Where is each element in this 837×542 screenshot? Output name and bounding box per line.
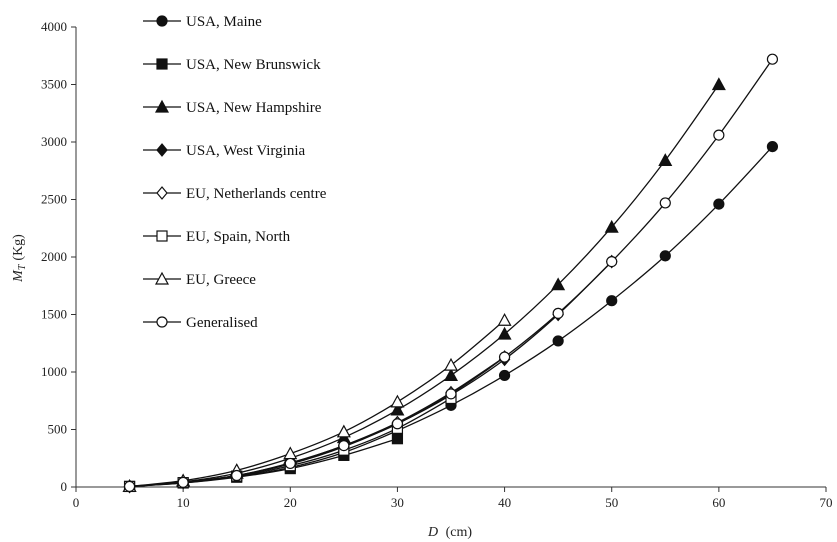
data-point (552, 335, 564, 347)
y-tick-label: 4000 (41, 19, 67, 34)
legend-marker (156, 186, 168, 200)
legend-item: USA, New Brunswick (143, 57, 321, 73)
data-point (123, 480, 136, 493)
legend-marker (156, 316, 168, 328)
legend: USA, Maine USA, New Brunswick USA, New Ham… (143, 14, 327, 331)
data-point (606, 256, 618, 268)
axes: 0 500 1000 1500 2000 2500 3000 3500 4000 0 10 20 30 4… (41, 19, 833, 510)
data-point (284, 457, 296, 470)
series-line (129, 261, 613, 488)
legend-item: EU, Greece (143, 271, 256, 288)
series-4 (123, 254, 618, 494)
legend-label: USA, New Hampshire (186, 100, 322, 116)
data-point (551, 277, 566, 291)
y-tick-label: 3000 (41, 134, 67, 149)
data-point (498, 351, 511, 363)
legend-marker (154, 271, 170, 285)
data-point (336, 424, 351, 438)
data-point (604, 219, 619, 233)
data-point (443, 368, 459, 382)
data-point (498, 369, 511, 382)
data-point (658, 153, 673, 166)
data-point (443, 357, 459, 371)
data-point (390, 402, 405, 416)
data-point (659, 250, 671, 262)
data-point (713, 129, 725, 141)
legend-label: USA, New Brunswick (186, 57, 321, 73)
x-tick-label: 60 (712, 495, 725, 510)
data-point (390, 394, 405, 408)
data-point (497, 312, 512, 326)
legend-item: USA, New Hampshire (143, 99, 322, 116)
legend-label: EU, Greece (186, 272, 256, 288)
y-tick-label: 0 (61, 479, 68, 494)
x-tick-label: 20 (284, 495, 297, 510)
legend-marker (156, 15, 168, 27)
x-tick-label: 30 (391, 495, 404, 510)
data-point (177, 476, 189, 488)
data-point (606, 295, 618, 307)
data-point (711, 77, 726, 91)
data-point (766, 141, 779, 153)
y-tick-label: 2500 (41, 192, 67, 207)
data-point (659, 197, 671, 209)
x-axis-title: D (cm) (427, 525, 472, 540)
legend-label: EU, Netherlands centre (186, 186, 327, 202)
series-6 (123, 392, 457, 493)
x-tick-label: 40 (498, 495, 511, 510)
y-tick-label: 1000 (41, 364, 67, 379)
data-point (445, 388, 457, 400)
data-point (552, 307, 564, 319)
legend-item: EU, Netherlands centre (143, 186, 327, 202)
data-point (338, 440, 350, 452)
legend-marker (156, 58, 168, 70)
x-tick-label: 0 (73, 495, 80, 510)
legend-item: USA, Maine (143, 14, 262, 30)
x-tick-label: 50 (605, 495, 618, 510)
data-point (713, 198, 725, 210)
data-point (283, 446, 298, 460)
x-tick-label: 70 (820, 495, 833, 510)
x-tick-label: 10 (177, 495, 190, 510)
y-tick-label: 1500 (41, 307, 67, 322)
y-tick-label: 3500 (41, 77, 67, 92)
y-axis-title: MT(Kg) (11, 234, 28, 283)
legend-item: USA, West Virginia (143, 143, 305, 159)
series-layer (122, 53, 779, 494)
data-point (497, 326, 512, 340)
legend-label: EU, Spain, North (186, 229, 291, 245)
legend-item: Generalised (143, 315, 258, 331)
y-tick-label: 2000 (41, 249, 67, 264)
legend-marker (154, 99, 170, 113)
legend-marker (156, 143, 168, 157)
legend-label: Generalised (186, 315, 258, 331)
legend-item: EU, Spain, North (143, 229, 291, 245)
data-point (231, 469, 243, 482)
data-point (766, 53, 779, 65)
legend-label: USA, West Virginia (186, 143, 305, 159)
data-point (391, 433, 404, 445)
legend-marker (156, 230, 168, 242)
series-8 (123, 53, 779, 493)
legend-label: USA, Maine (186, 14, 262, 30)
y-tick-label: 500 (48, 422, 68, 437)
data-point (391, 418, 404, 430)
